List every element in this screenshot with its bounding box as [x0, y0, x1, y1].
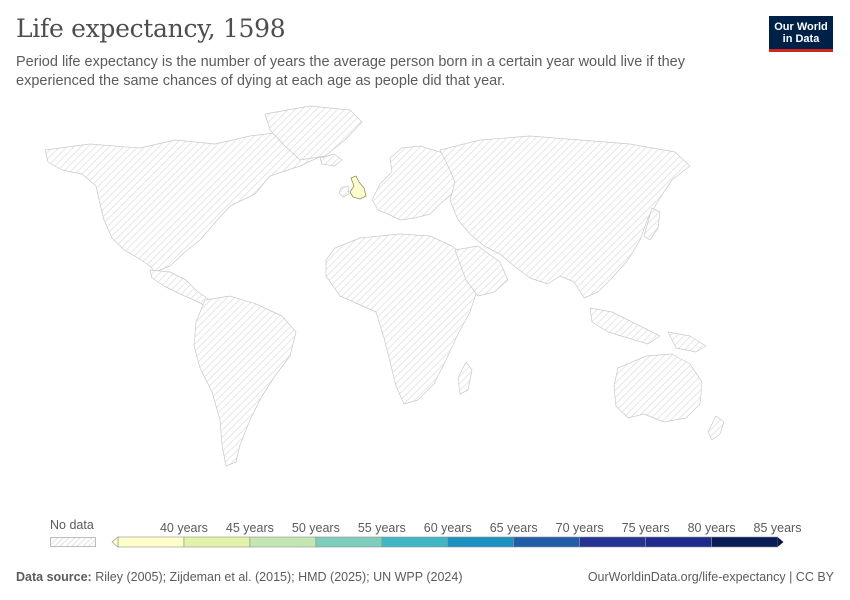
- legend-bin-0: [117, 536, 185, 548]
- legend-bin-8: [645, 536, 712, 548]
- legend-bin-5: [447, 536, 515, 548]
- data-source: Data source: Riley (2005); Zijdeman et a…: [16, 570, 463, 584]
- legend-label-7: 75 years: [622, 521, 670, 535]
- region-southeast-asia-islands[interactable]: [589, 307, 661, 345]
- owid-logo[interactable]: Our World in Data: [769, 16, 833, 52]
- legend-label-8: 80 years: [688, 521, 736, 535]
- region-united-kingdom[interactable]: [349, 175, 367, 200]
- data-source-label: Data source:: [16, 570, 92, 584]
- region-central-america[interactable]: [149, 269, 211, 307]
- legend-bin-3: [315, 536, 383, 548]
- legend-arrow-start: [111, 536, 119, 548]
- legend-arrow-end: [777, 537, 784, 547]
- region-australia[interactable]: [613, 353, 703, 423]
- region-greenland[interactable]: [264, 105, 363, 161]
- legend-label-2: 50 years: [292, 521, 340, 535]
- region-africa[interactable]: [325, 233, 483, 405]
- data-source-text: Riley (2005); Zijdeman et al. (2015); HM…: [95, 570, 463, 584]
- legend-label-0: 40 years: [160, 521, 208, 535]
- region-new-guinea[interactable]: [667, 331, 707, 353]
- legend-label-3: 55 years: [358, 521, 406, 535]
- legend-bin-7: [579, 536, 646, 548]
- legend-label-5: 65 years: [490, 521, 538, 535]
- legend-no-data-label: No data: [50, 518, 94, 532]
- legend-label-1: 45 years: [226, 521, 274, 535]
- legend-label-6: 70 years: [556, 521, 604, 535]
- legend-bin-6: [513, 536, 580, 548]
- region-south-america[interactable]: [193, 295, 297, 467]
- legend-bin-1: [183, 536, 251, 548]
- legend-bin-4: [381, 536, 449, 548]
- logo-line-2: in Data: [782, 33, 820, 45]
- region-iceland[interactable]: [319, 153, 343, 167]
- region-japan[interactable]: [643, 207, 661, 241]
- region-new-zealand[interactable]: [707, 415, 725, 441]
- world-map[interactable]: [0, 100, 850, 500]
- region-north-america[interactable]: [44, 129, 336, 273]
- page-title: Life expectancy, 1598: [16, 14, 286, 43]
- source-link[interactable]: OurWorldinData.org/life-expectancy | CC …: [587, 570, 834, 584]
- region-ireland[interactable]: [338, 185, 350, 198]
- region-arabian-peninsula[interactable]: [454, 245, 509, 297]
- legend-label-4: 60 years: [424, 521, 472, 535]
- color-legend: 40 years 45 years 50 years 55 years 60 years…: [111, 521, 802, 548]
- legend-bin-9: [711, 536, 778, 548]
- page-subtitle: Period life expectancy is the number of …: [16, 54, 685, 89]
- logo-line-1: Our World: [774, 21, 828, 33]
- region-madagascar[interactable]: [457, 361, 473, 395]
- legend-bin-2: [249, 536, 317, 548]
- legend-label-9: 85 years: [754, 521, 802, 535]
- legend-no-data-swatch: [50, 537, 96, 547]
- region-asia[interactable]: [439, 135, 691, 299]
